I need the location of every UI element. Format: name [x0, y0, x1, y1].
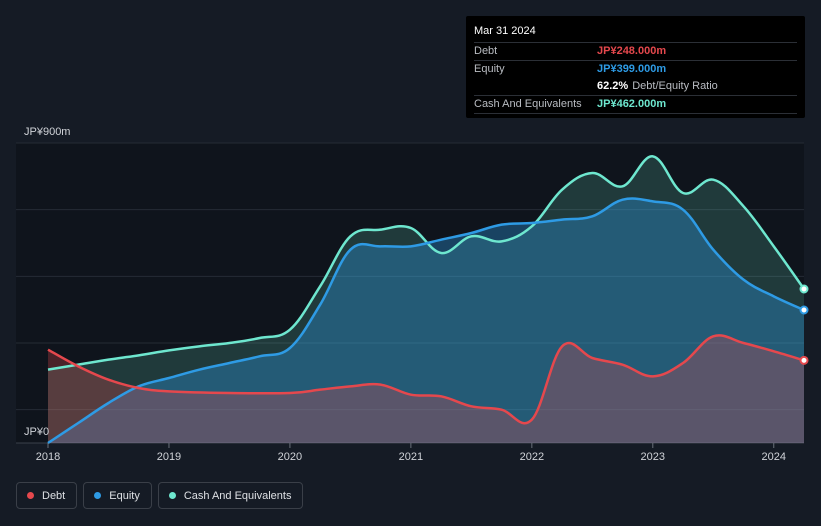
legend-debt[interactable]: Debt: [16, 482, 78, 509]
debtarea: [48, 335, 804, 443]
tooltip-ratio-value: 62.2%: [597, 80, 629, 92]
tooltip-ratio-label: Debt/Equity Ratio: [632, 80, 718, 92]
equity-dot-icon: [94, 492, 102, 499]
tooltip-ratio-row: 62.2% Debt/Equity Ratio: [474, 78, 797, 95]
chart-legend: Debt Equity Cash And Equivalents: [16, 482, 304, 509]
legend-equity[interactable]: Equity: [83, 482, 152, 509]
x-tick-label: 2023: [641, 451, 665, 463]
tooltip-debt-value: JP¥248.000m: [597, 45, 667, 57]
tooltip-debt-row: Debt JP¥248.000m: [474, 42, 797, 60]
tooltip-equity-row: Equity JP¥399.000m: [474, 60, 797, 78]
debtline: [47, 334, 805, 425]
legend-cash[interactable]: Cash And Equivalents: [157, 482, 304, 509]
y-axis-bottom-label: JP¥0: [24, 426, 49, 438]
tooltip-cash-row: Cash And Equivalents JP¥462.000m: [474, 95, 797, 114]
x-tick-label: 2020: [278, 451, 302, 463]
plot-background: [16, 143, 804, 443]
tooltip-equity-label: Equity: [474, 63, 505, 75]
x-tick-label: 2024: [762, 451, 786, 463]
legend-cash-label: Cash And Equivalents: [183, 489, 292, 502]
legend-debt-label: Debt: [42, 489, 66, 502]
cash-and-equivalentsline: [47, 155, 806, 371]
legend-equity-label: Equity: [109, 489, 140, 502]
x-tick-label: 2022: [520, 451, 544, 463]
equityline: [47, 197, 805, 445]
data-tooltip: Mar 31 2024 Debt JP¥248.000m Equity JP¥3…: [466, 16, 805, 118]
tooltip-date: Mar 31 2024: [474, 25, 536, 37]
debt-dot-icon: [27, 492, 34, 499]
tooltip-debt-label: Debt: [474, 45, 498, 57]
equityarea: [48, 198, 804, 443]
cash-and-equivalentsarea: [48, 156, 804, 443]
tooltip-equity-value: JP¥399.000m: [597, 63, 667, 75]
debtendpoint: [799, 355, 809, 365]
cash-dot-icon: [168, 492, 176, 499]
cash-and-equivalentsendpoint: [799, 284, 809, 294]
equityendpoint: [799, 305, 809, 315]
tooltip-cash-label: Cash And Equivalents: [474, 98, 582, 110]
tooltip-cash-value: JP¥462.000m: [597, 98, 667, 110]
x-tick-label: 2018: [36, 451, 60, 463]
y-axis-top-label: JP¥900m: [24, 126, 70, 138]
x-tick-label: 2021: [399, 451, 423, 463]
x-tick-label: 2019: [157, 451, 181, 463]
